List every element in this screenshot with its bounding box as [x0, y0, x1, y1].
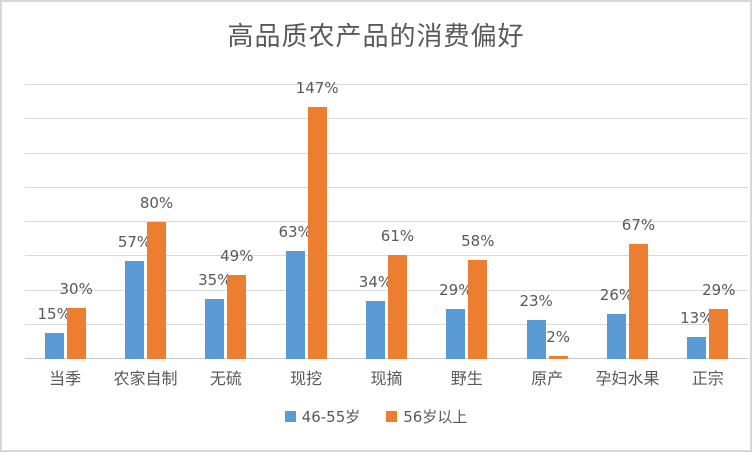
bar-series-56岁以上: 49% — [220, 249, 253, 359]
bar-group: 23% 2% — [507, 85, 587, 359]
gridline — [25, 84, 748, 85]
legend-label: 56岁以上 — [403, 408, 468, 426]
legend-swatch-icon — [284, 411, 296, 422]
data-label: 58% — [461, 231, 495, 250]
x-axis-label: 孕妇水果 — [595, 369, 660, 388]
gridlines — [25, 84, 748, 359]
x-axis-label: 现挖 — [290, 369, 323, 388]
x-axis-line — [25, 358, 748, 359]
bar-series-56岁以上: 2% — [546, 329, 570, 359]
bar-group: 29% 58% — [427, 85, 507, 359]
data-label: 15% — [37, 305, 71, 324]
bar-group: 13% 29% — [668, 85, 748, 359]
bar-series-46-55岁: 57% — [118, 235, 151, 359]
x-axis-label: 现摘 — [370, 369, 403, 388]
bar-group: 63% 147% — [266, 81, 346, 359]
legend-swatch-icon — [386, 411, 398, 422]
bar-series-46-55岁: 35% — [198, 273, 231, 359]
data-label: 35% — [198, 271, 232, 290]
bar-series-46-55岁: 29% — [439, 283, 472, 359]
legend-item: 56岁以上 — [386, 406, 467, 427]
data-label: 49% — [220, 247, 254, 266]
data-label: 2% — [546, 327, 571, 346]
legend-label: 46-55岁 — [301, 408, 361, 426]
bar-series-46-55岁: 34% — [359, 274, 392, 359]
gridline — [25, 118, 748, 120]
gridline — [25, 289, 748, 291]
x-axis-label: 原产 — [531, 369, 564, 388]
gridline — [25, 186, 748, 188]
bar-group: 26% 67% — [587, 85, 667, 359]
data-label: 23% — [519, 291, 553, 310]
bar-series-56岁以上: 29% — [702, 283, 735, 359]
x-axis-label: 无硫 — [209, 369, 242, 388]
gridline — [25, 221, 748, 222]
legend: 46-55岁 56岁以上 — [2, 406, 750, 427]
bar-group: 35% 49% — [186, 85, 266, 359]
bar-groups: 15% 30% 57% 80% 35% 49% 63% 147% 34% 61% 29% 58% 23%… — [25, 81, 748, 359]
bar-series-56岁以上: 30% — [59, 281, 93, 359]
x-axis-label: 野生 — [450, 369, 483, 388]
bar-series-46-55岁: 13% — [680, 310, 713, 359]
bar-series-56岁以上: 67% — [622, 218, 655, 359]
bar-series-56岁以上: 147% — [296, 81, 339, 359]
data-label: 30% — [59, 279, 93, 298]
bar-group: 57% 80% — [105, 85, 185, 359]
gridline — [25, 152, 748, 154]
data-label: 13% — [680, 308, 714, 327]
gridline — [25, 255, 748, 257]
data-label: 61% — [380, 226, 415, 245]
data-label: 34% — [358, 272, 393, 291]
x-axis-label: 农家自制 — [113, 369, 178, 388]
plot-area: 15% 30% 57% 80% 35% 49% 63% 147% 34% 61% 29% 58% 23%… — [25, 81, 748, 359]
x-axis-label: 当季 — [49, 369, 82, 388]
bar-series-46-55岁: 63% — [278, 225, 312, 359]
bar-series-46-55岁: 26% — [600, 288, 633, 359]
x-axis-label: 正宗 — [691, 369, 724, 388]
legend-item: 46-55岁 — [284, 406, 361, 427]
bar-series-56岁以上: 80% — [140, 196, 173, 359]
data-label: 29% — [702, 281, 736, 300]
gridline — [25, 323, 748, 325]
bar-series-46-55岁: 15% — [37, 307, 71, 359]
data-label: 57% — [117, 233, 152, 252]
data-label: 80% — [139, 194, 174, 212]
chart-title: 高品质农产品的消费偏好 — [227, 22, 525, 52]
data-label: 147% — [295, 79, 339, 98]
bar-group: 34% 61% — [346, 85, 426, 359]
data-label: 29% — [439, 281, 473, 300]
bar-group: 15% 30% — [25, 85, 105, 359]
data-label: 67% — [621, 216, 656, 235]
data-label: 26% — [599, 286, 634, 305]
x-axis-labels: 当季 农家自制 无硫 现挖 现摘 野生 原产 孕妇水果 正宗 — [25, 365, 748, 389]
bar-series-56岁以上: 58% — [461, 233, 494, 359]
bar-series-46-55岁: 23% — [519, 293, 553, 359]
bar-series-56岁以上: 61% — [381, 228, 414, 359]
data-label: 63% — [278, 223, 312, 242]
